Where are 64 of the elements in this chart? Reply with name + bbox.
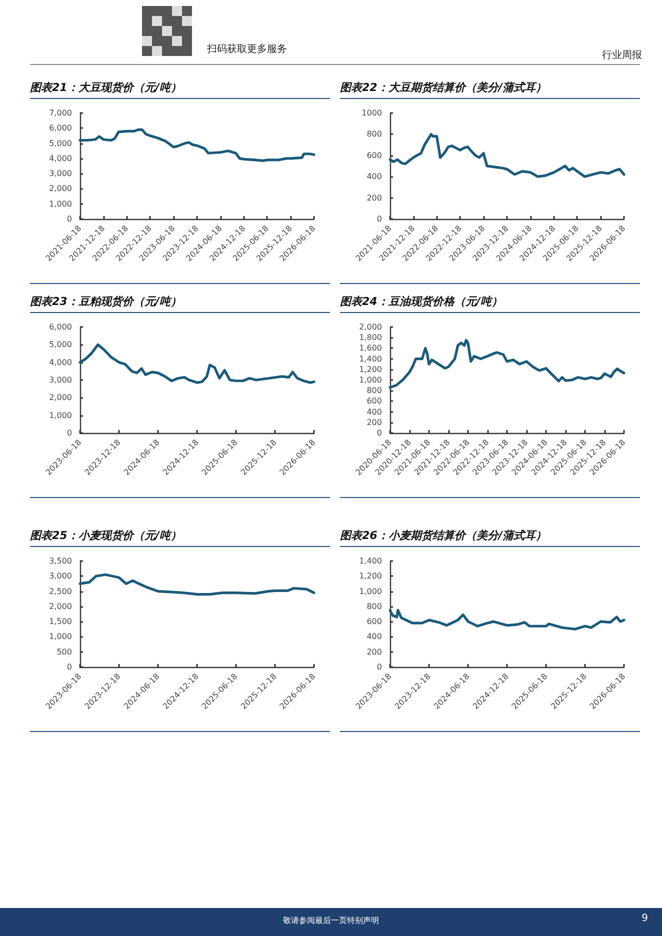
line-series [78,128,316,162]
y-tick-label: 1,600 [359,344,382,353]
y-tick-label: 1,000 [359,376,382,384]
y-tick-label: 400 [366,172,382,182]
y-tick-label: 2,000 [49,602,72,611]
line-series [78,343,316,384]
y-tick-label: 800 [366,130,382,139]
y-tick-label: 5,000 [49,138,72,148]
y-tick-label: 1,200 [359,364,382,374]
text: 行业周报 [602,48,642,62]
y-tick-label: 2,000 [49,184,72,194]
y-tick-label: 400 [366,407,382,416]
chart-title: 图表25：小麦现货价（元/吨） [30,528,330,547]
y-tick-label: 400 [366,632,382,642]
y-tick-label: 4,000 [49,358,72,367]
y-tick-label: 0 [66,662,72,672]
line-series [388,338,626,389]
y-tick-label: 800 [366,602,382,611]
y-tick-label: 5,000 [49,340,72,350]
y-tick-label: 3,000 [49,169,72,178]
y-tick-label: 1,800 [359,333,382,342]
line-series [78,573,316,596]
y-tick-label: 0 [376,662,382,672]
y-tick-label: 2,500 [49,586,72,596]
y-tick-label: 0 [66,428,72,438]
y-tick-label: 800 [366,386,382,396]
y-tick-label: 0 [376,428,382,438]
y-tick-label: 200 [366,418,382,427]
y-tick-label: 1,500 [49,617,72,626]
y-tick-label: 1,400 [359,354,382,364]
y-tick-label: 3,000 [49,376,72,384]
line-series [388,608,626,630]
y-tick-label: 3,000 [49,572,72,581]
text: 9 [642,913,648,924]
chart-title: 图表26：小麦期货结算价（美分/蒲式耳） [340,528,640,547]
chart-title: 图表23：豆粕现货价（元/吨） [30,294,330,313]
y-tick-label: 0 [376,214,382,224]
y-tick-label: 7,000 [49,108,72,118]
y-tick-label: 3,500 [49,556,72,566]
y-tick-label: 600 [366,617,382,626]
y-tick-label: 1,000 [49,199,72,208]
y-tick-label: 1,000 [49,410,72,420]
y-tick-label: 200 [366,647,382,656]
text: 扫码获取更多服务 [207,42,287,56]
y-tick-label: 6,000 [49,322,72,332]
y-tick-label: 1000 [362,108,382,118]
chart-title: 图表22：大豆期货结算价（美分/蒲式耳） [340,80,640,99]
y-tick-label: 2,000 [49,393,72,402]
y-tick-label: 200 [366,193,382,202]
line-series [388,132,626,178]
chart-title: 图表21：大豆现货价（元/吨） [30,80,330,99]
y-tick-label: 600 [366,396,382,406]
y-tick-label: 4,000 [49,154,72,163]
text: 敬请参阅最后一页特别声明 [283,916,379,925]
chart-title: 图表24：豆油现货价格（元/吨） [340,294,640,313]
y-tick-label: 1,400 [359,556,382,566]
y-tick-label: 6,000 [49,124,72,133]
y-tick-label: 1,000 [359,586,382,596]
y-tick-label: 2,000 [359,322,382,332]
y-tick-label: 1,200 [359,572,382,581]
y-tick-label: 0 [66,214,72,224]
y-tick-label: 1,000 [49,632,72,642]
y-tick-label: 600 [366,150,382,160]
y-tick-label: 500 [56,647,72,656]
